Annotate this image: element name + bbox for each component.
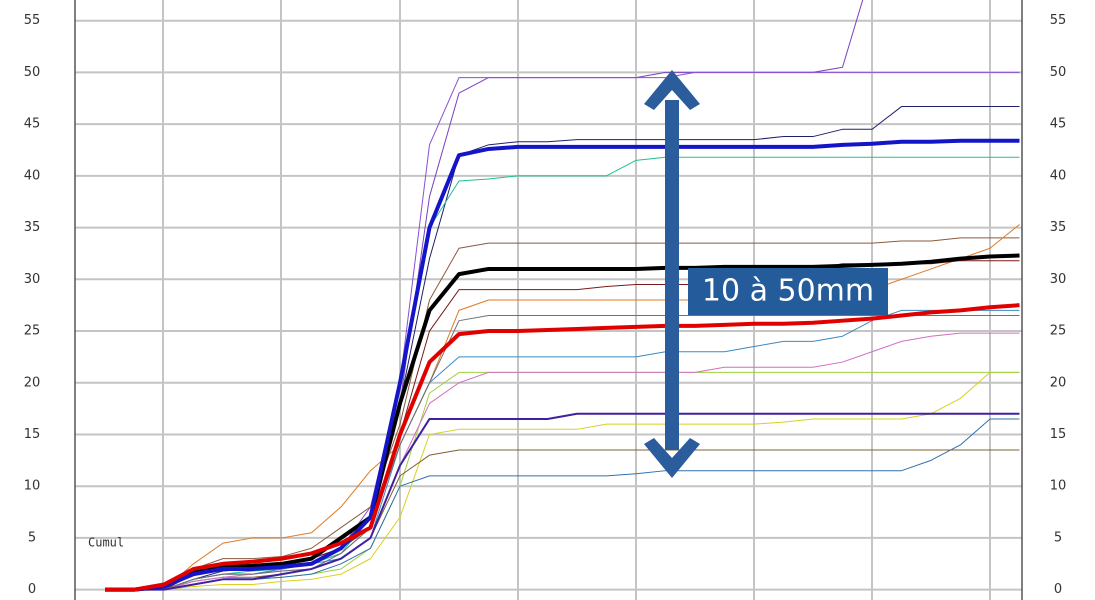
series-line <box>105 371 1020 591</box>
series-line <box>105 253 1020 592</box>
y-tick-label: 20 <box>24 375 41 390</box>
y-tick-label: 45 <box>24 117 41 132</box>
series-line <box>105 237 1020 591</box>
y-tick-label-right: 50 <box>1050 65 1067 80</box>
y-tick-label: 10 <box>24 479 41 494</box>
series-line <box>105 332 1020 591</box>
y-tick-label: 25 <box>24 324 41 339</box>
y-tick-label-right: 25 <box>1050 324 1067 339</box>
y-tick-label-right: 30 <box>1050 272 1067 287</box>
y-tick-label: 35 <box>24 220 41 235</box>
y-tick-label-right: 15 <box>1050 427 1067 442</box>
y-tick-label: 40 <box>24 168 41 183</box>
series-line <box>105 412 1020 591</box>
series-line <box>105 371 1020 591</box>
series-line <box>105 449 1020 591</box>
y-tick-label-right: 20 <box>1050 375 1067 390</box>
y-tick-label-right: 10 <box>1050 479 1067 494</box>
y-tick-label-right: 5 <box>1054 530 1062 545</box>
series-line <box>105 156 1020 591</box>
y-tick-label: 55 <box>24 13 41 28</box>
range-arrow <box>644 70 700 478</box>
y-tick-label: 15 <box>24 427 41 442</box>
y-tick-label-right: 45 <box>1050 117 1067 132</box>
series-line <box>105 303 1020 592</box>
annotation-box <box>688 268 888 315</box>
y-tick-label: 50 <box>24 65 41 80</box>
series-line <box>105 138 1020 592</box>
series-line <box>105 315 1020 591</box>
y-tick-label: 5 <box>28 530 36 545</box>
y-tick-label: 0 <box>28 582 36 597</box>
annotation: 10 à 50mm <box>702 274 874 309</box>
y-tick-label-right: 40 <box>1050 168 1067 183</box>
y-tick-label-right: 55 <box>1050 13 1067 28</box>
cumul-label: Cumul <box>88 536 124 550</box>
y-tick-label-right: 0 <box>1054 582 1062 597</box>
y-tick-label-right: 35 <box>1050 220 1067 235</box>
y-tick-label: 30 <box>24 272 41 287</box>
